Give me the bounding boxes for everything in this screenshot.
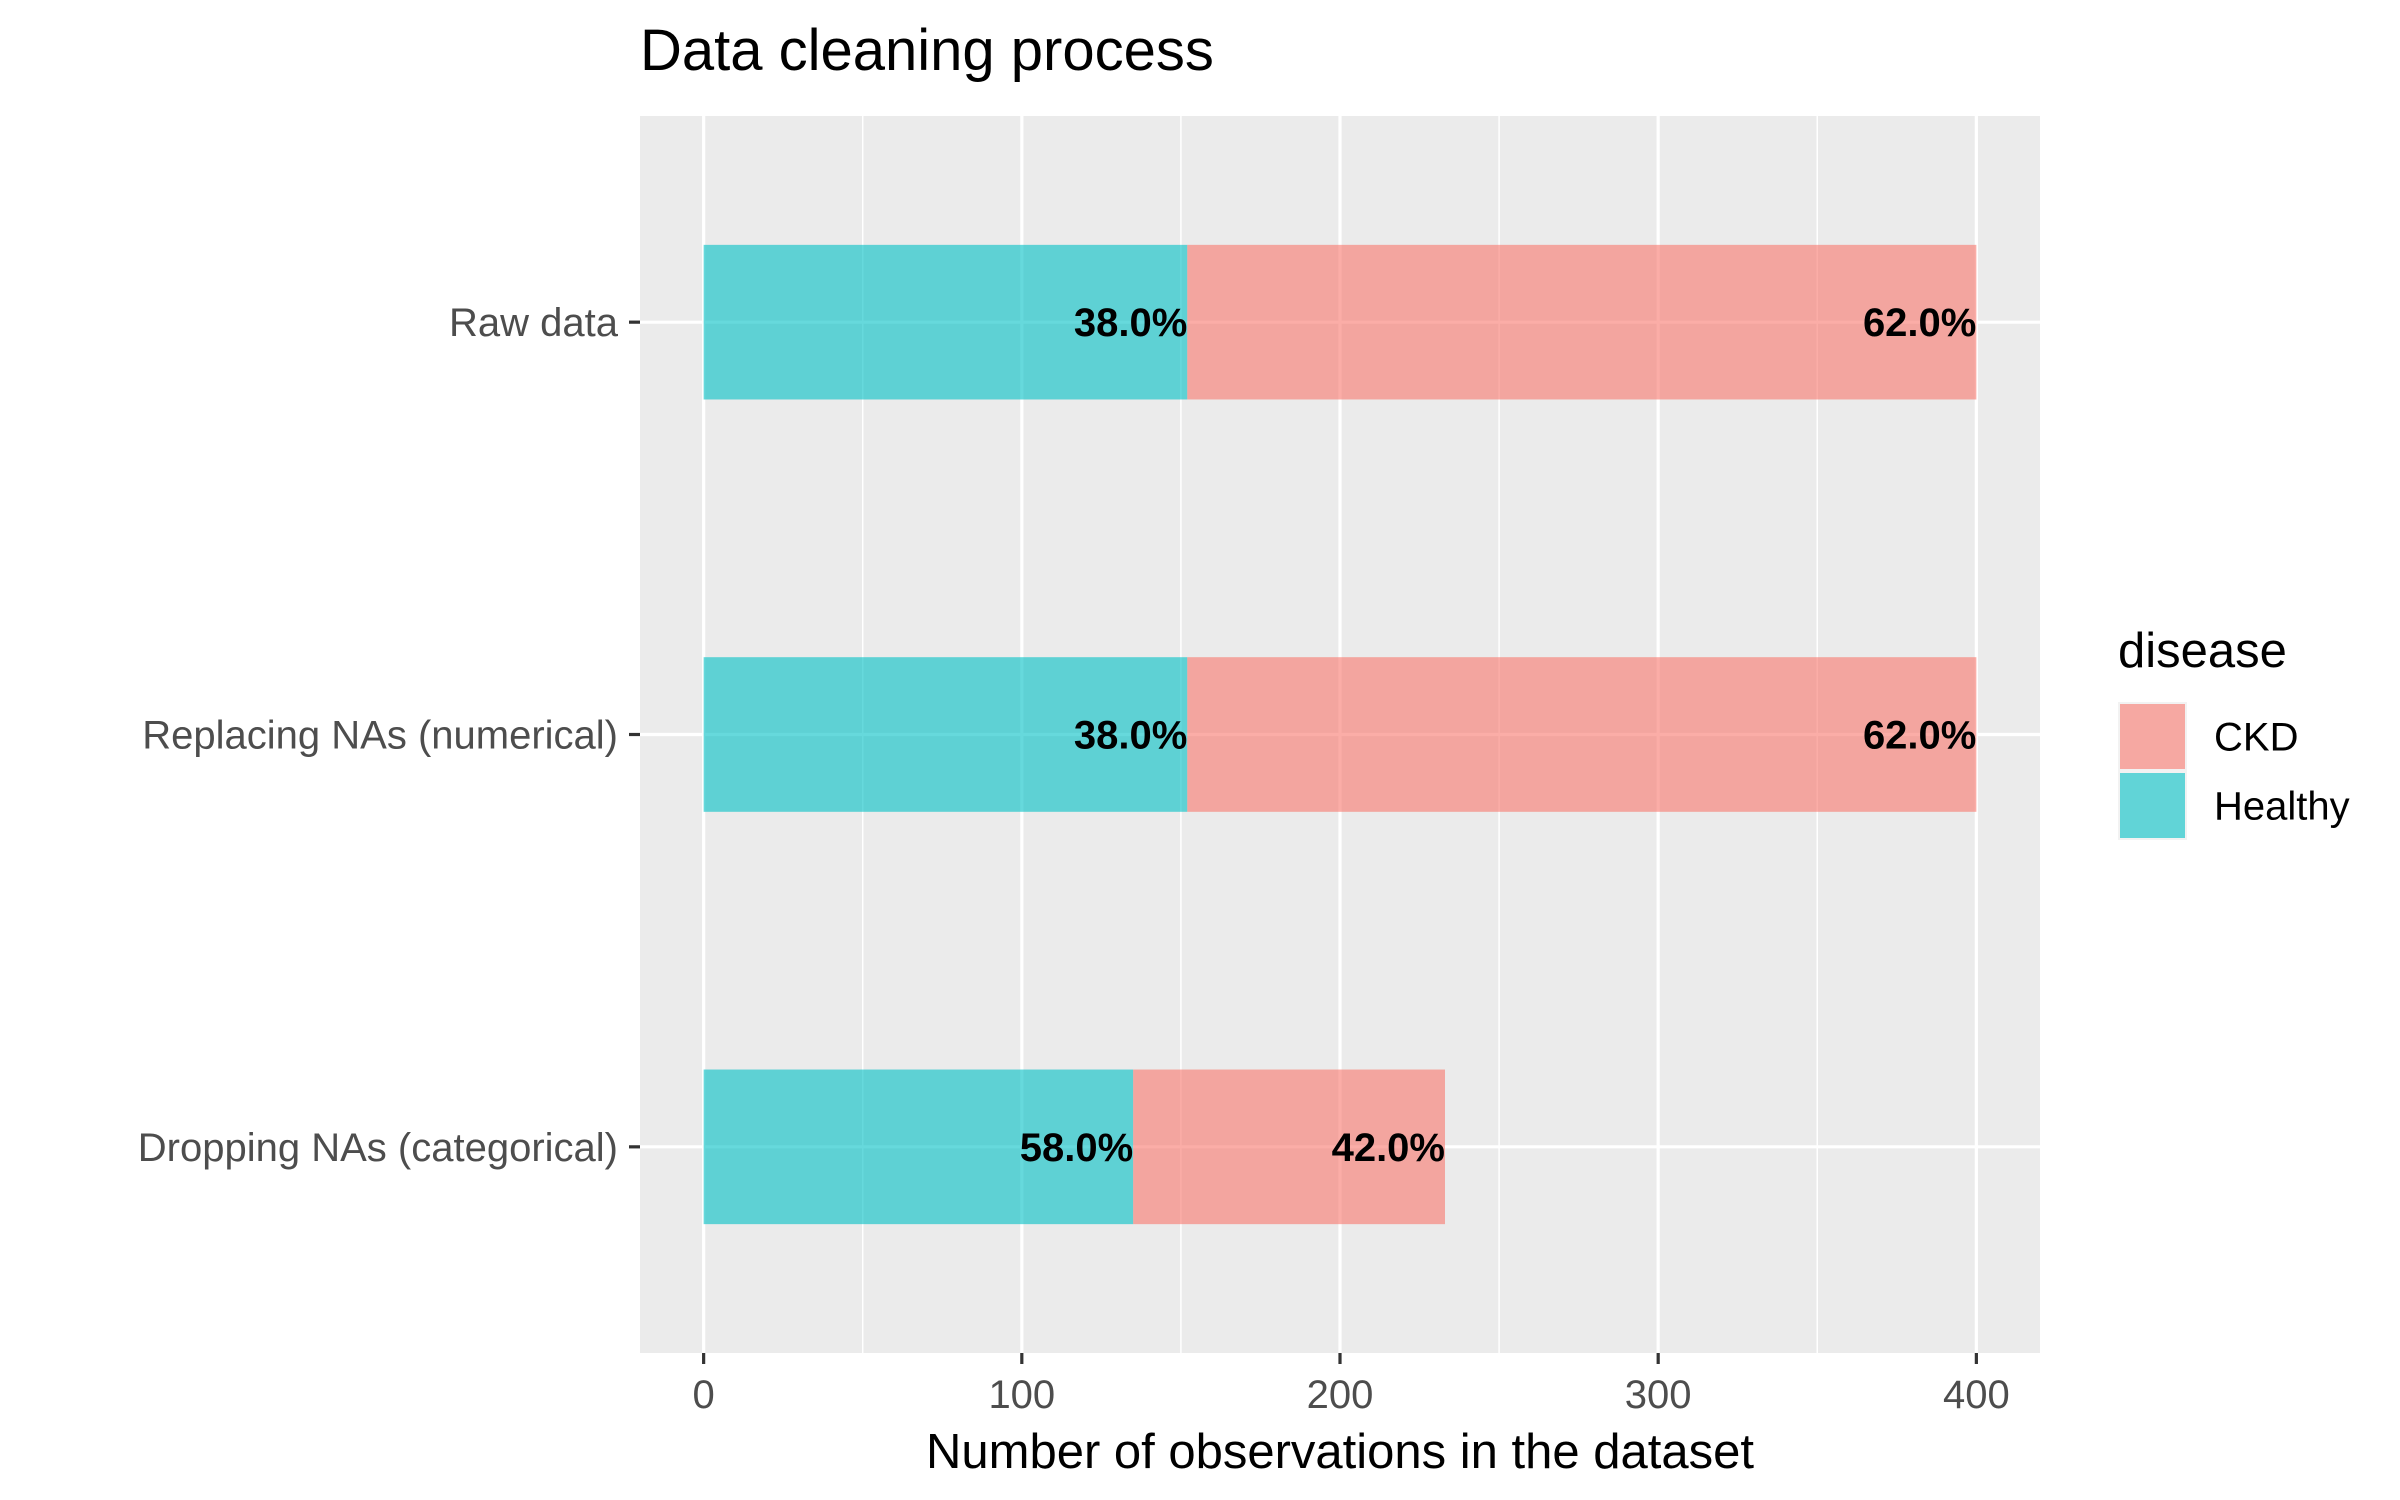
- bar-value-label: 62.0%: [1863, 714, 1976, 758]
- bar-ckd: [1133, 1069, 1445, 1225]
- y-tick-label: Raw data: [449, 301, 619, 345]
- chart-title: Data cleaning process: [640, 18, 1214, 83]
- x-tick-label: 400: [1943, 1373, 2010, 1417]
- x-axis-title: Number of observations in the dataset: [926, 1425, 1754, 1479]
- bar-healthy: [703, 244, 1188, 400]
- y-tick-label: Replacing NAs (numerical): [142, 714, 618, 758]
- bar-value-label: 42.0%: [1332, 1126, 1445, 1170]
- x-tick-label: 300: [1625, 1373, 1692, 1417]
- legend: disease CKD Healthy: [2118, 624, 2350, 840]
- y-tick-label: Dropping NAs (categorical): [138, 1126, 618, 1170]
- bar-ckd: [1187, 657, 1977, 812]
- legend-label: CKD: [2214, 716, 2298, 760]
- legend-label: Healthy: [2214, 785, 2350, 829]
- bar-value-label: 38.0%: [1074, 714, 1187, 758]
- bar-value-label: 38.0%: [1074, 301, 1187, 345]
- bar-healthy: [703, 1069, 1134, 1225]
- x-tick-label: 100: [988, 1373, 1055, 1417]
- x-tick-label: 0: [693, 1373, 715, 1417]
- bar-labels: 38.0% 62.0% 38.0% 62.0% 58.0% 42.0%: [1020, 301, 1977, 1170]
- bar-value-label: 58.0%: [1020, 1126, 1133, 1170]
- bars: [703, 244, 1977, 1225]
- axes: Raw data Replacing NAs (numerical) Droppin…: [138, 301, 2010, 1417]
- x-tick-label: 200: [1307, 1373, 1374, 1417]
- bar-ckd: [1187, 244, 1977, 400]
- legend-key-ckd: [2120, 704, 2185, 769]
- bar-value-label: 62.0%: [1863, 301, 1976, 345]
- bar-healthy: [703, 657, 1188, 812]
- legend-key-healthy: [2120, 773, 2185, 838]
- legend-title: disease: [2118, 624, 2287, 678]
